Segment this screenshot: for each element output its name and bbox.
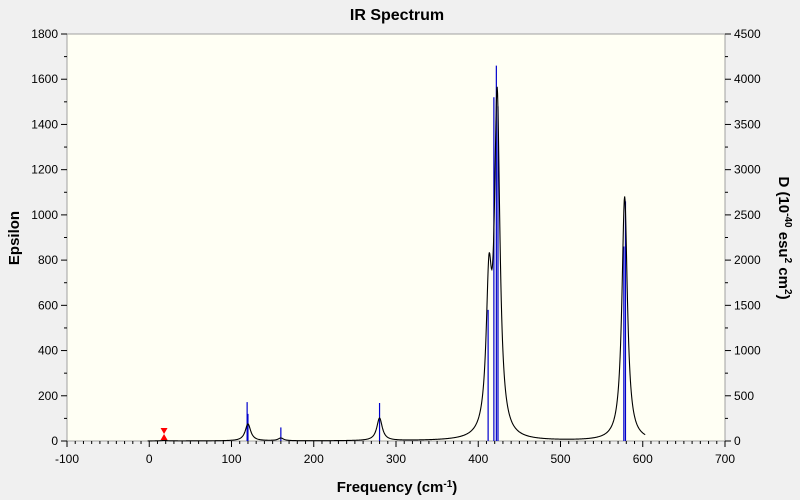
y-axis-right-title: D (10-40 esu2 cm2) bbox=[775, 176, 793, 299]
chart-title: IR Spectrum bbox=[350, 7, 444, 24]
y-right-tick-label: 500 bbox=[734, 389, 754, 403]
y-right-tick-label: 3000 bbox=[734, 163, 761, 177]
y-left-tick-label: 1200 bbox=[31, 163, 58, 177]
y-right-tick-label: 2000 bbox=[734, 253, 761, 267]
y-left-tick-label: 1400 bbox=[31, 117, 58, 131]
plot-area bbox=[66, 33, 726, 442]
y-left-tick-label: 800 bbox=[38, 253, 58, 267]
frequency-marker[interactable] bbox=[160, 428, 168, 440]
x-tick-label: -100 bbox=[55, 452, 79, 466]
marker-arrow-down[interactable] bbox=[160, 428, 168, 434]
y-axis-left-title: Epsilon bbox=[6, 211, 23, 265]
spectrum-curve bbox=[147, 86, 646, 442]
y-right-tick-label: 1500 bbox=[734, 298, 761, 312]
x-tick-label: 0 bbox=[146, 452, 153, 466]
y-right-tick-label: 0 bbox=[734, 434, 741, 448]
y-right-tick-label: 1000 bbox=[734, 344, 761, 358]
x-tick-label: 700 bbox=[715, 452, 735, 466]
x-tick-label: 600 bbox=[633, 452, 653, 466]
x-tick-label: 500 bbox=[550, 452, 570, 466]
y-left-tick-label: 400 bbox=[38, 344, 58, 358]
axes: -100 0 100 200 300 400 500 600 700 0 200 400 600 800 1… bbox=[31, 27, 761, 466]
y-left-tick-label: 200 bbox=[38, 389, 58, 403]
y-left-tick-label: 1800 bbox=[31, 27, 58, 41]
x-axis-title: Frequency (cm-1) bbox=[337, 479, 458, 496]
y-right-tick-label: 4000 bbox=[734, 72, 761, 86]
y-right-tick-label: 4500 bbox=[734, 27, 761, 41]
x-tick-label: 200 bbox=[304, 452, 324, 466]
marker-arrow-up[interactable] bbox=[160, 434, 168, 440]
y-left-tick-label: 1600 bbox=[31, 72, 58, 86]
x-tick-label: 300 bbox=[386, 452, 406, 466]
x-tick-label: 400 bbox=[468, 452, 488, 466]
y-right-tick-label: 3500 bbox=[734, 117, 761, 131]
y-right-tick-label: 2500 bbox=[734, 208, 761, 222]
spectrum-curve-layer bbox=[147, 86, 646, 442]
y-left-tick-label: 0 bbox=[51, 434, 58, 448]
y-left-tick-label: 1000 bbox=[31, 208, 58, 222]
y-left-tick-label: 600 bbox=[38, 298, 58, 312]
x-tick-label: 100 bbox=[221, 452, 241, 466]
